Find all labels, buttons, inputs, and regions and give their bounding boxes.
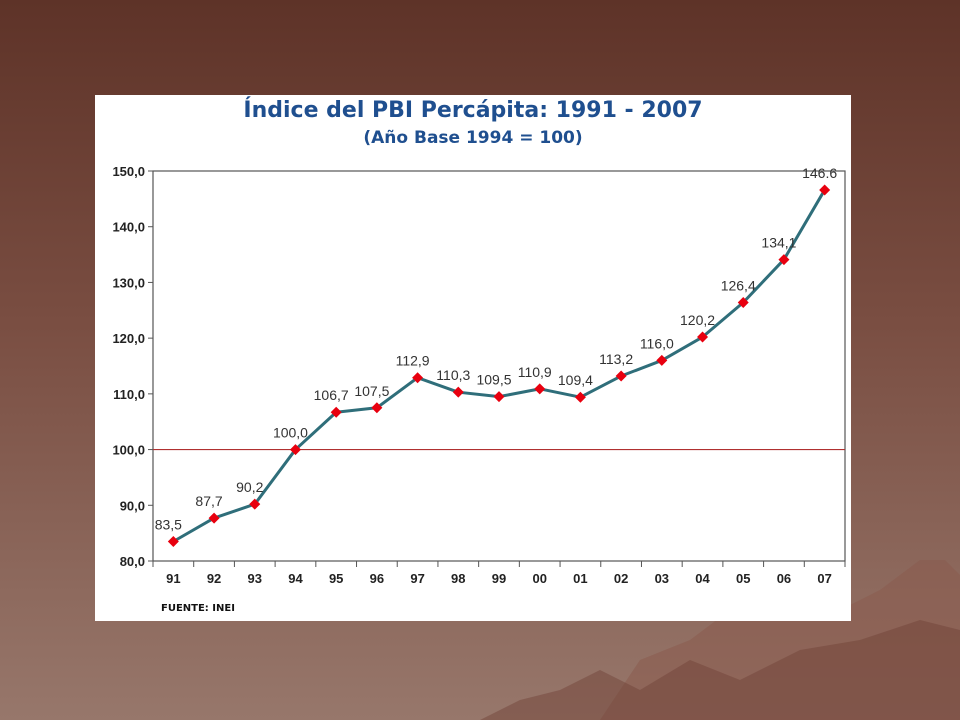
- data-label: 107,5: [354, 383, 389, 399]
- chart-subtitle: (Año Base 1994 = 100): [363, 128, 583, 148]
- data-point-marker: [330, 406, 342, 418]
- y-tick-label: 150,0: [112, 164, 145, 179]
- data-point-marker: [371, 402, 383, 414]
- data-label: 110,3: [436, 367, 470, 383]
- y-tick-label: 130,0: [112, 275, 145, 290]
- y-tick-label: 100,0: [112, 443, 145, 458]
- axes: 80,0 90,0 100,0 110,0 120,0 130,0 140,0 150,0 91…: [112, 164, 846, 586]
- chart-panel: 80,0 90,0 100,0 110,0 120,0 130,0 140,0 150,0 91…: [95, 95, 851, 621]
- data-label: 106,7: [314, 387, 349, 403]
- x-tick-label: 96: [370, 571, 384, 586]
- y-tick-label: 90,0: [120, 498, 145, 513]
- data-point-marker: [249, 498, 261, 510]
- data-label: 109,4: [558, 372, 593, 388]
- data-point-marker: [534, 383, 546, 395]
- data-point-marker: [615, 370, 627, 382]
- data-label: 110,9: [518, 364, 552, 380]
- data-label: 83,5: [155, 517, 182, 533]
- x-tick-label: 97: [410, 571, 424, 586]
- data-point-marker: [819, 184, 831, 196]
- data-point-marker: [208, 512, 220, 524]
- x-tick-label: 01: [573, 571, 587, 586]
- data-point-marker: [289, 444, 301, 456]
- data-label: 126,4: [721, 277, 756, 293]
- series-line: [172, 189, 826, 543]
- x-tick-label: 91: [166, 571, 180, 586]
- data-label: 134,1: [761, 235, 796, 251]
- data-point-marker: [167, 536, 179, 547]
- series-line-group: [172, 189, 826, 543]
- data-label-group: 83,5 87,7 90,2 100,0 106,7 107,5 112,9 110,3 109…: [155, 165, 838, 533]
- x-tick-label: 94: [288, 571, 303, 586]
- y-tick-label: 120,0: [112, 331, 145, 346]
- marker-group: [167, 184, 831, 547]
- x-tick-label: 06: [777, 571, 791, 586]
- y-tick-label: 110,0: [113, 387, 145, 402]
- data-label: 87,7: [195, 493, 222, 509]
- x-tick-label: 05: [736, 571, 750, 586]
- x-tick-label: 00: [532, 571, 546, 586]
- line-chart: 80,0 90,0 100,0 110,0 120,0 130,0 140,0 150,0 91…: [112, 164, 846, 586]
- data-point-marker: [452, 386, 464, 398]
- x-tick-label: 03: [655, 571, 669, 586]
- x-tick-label: 04: [695, 571, 710, 586]
- x-tick-label: 95: [329, 571, 343, 586]
- data-point-marker: [737, 296, 749, 308]
- y-tick-label: 80,0: [120, 554, 145, 569]
- data-label: 146.6: [802, 165, 837, 181]
- data-label: 109,5: [476, 372, 511, 388]
- data-point-marker: [493, 391, 505, 403]
- data-label: 112,9: [396, 353, 430, 369]
- data-label: 120,2: [680, 312, 715, 328]
- x-tick-label: 92: [207, 571, 221, 586]
- data-label: 113,2: [599, 351, 633, 367]
- chart-title: Índice del PBI Percápita: 1991 - 2007: [243, 98, 703, 123]
- plot-area-frame: [152, 170, 846, 562]
- x-tick-label: 93: [248, 571, 262, 586]
- data-point-marker: [656, 354, 668, 366]
- x-tick-label: 07: [817, 571, 831, 586]
- data-point-marker: [574, 391, 586, 403]
- data-label: 116,0: [640, 335, 674, 351]
- x-tick-label: 98: [451, 571, 465, 586]
- data-label: 90,2: [236, 479, 263, 495]
- data-label: 100,0: [273, 425, 308, 441]
- source-note: FUENTE: INEI: [161, 603, 235, 614]
- y-tick-label: 140,0: [112, 220, 145, 235]
- x-tick-label: 99: [492, 571, 506, 586]
- data-point-marker: [412, 372, 424, 384]
- data-point-marker: [697, 331, 709, 343]
- x-tick-label: 02: [614, 571, 628, 586]
